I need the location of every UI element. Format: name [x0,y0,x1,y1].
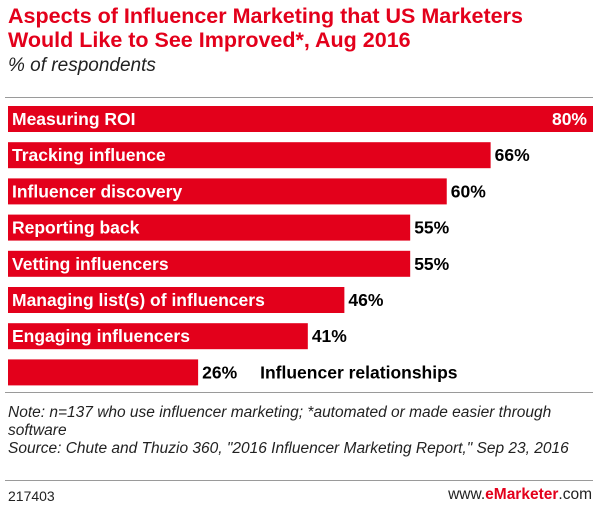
bar-value-2: 60% [451,181,486,201]
bar-5 [8,287,345,313]
bar-value-7: 26% [202,362,237,382]
chart-subtitle: % of respondents [8,55,156,76]
brand-name: eMarketer [485,486,559,503]
bar-label-7: Influencer relationships [260,362,458,382]
bar-label-0: Measuring ROI [12,109,136,129]
bar-1 [8,142,491,169]
bar-label-4: Vetting influencers [12,254,169,274]
footer-divider [5,480,593,481]
bar-label-3: Reporting back [12,218,140,238]
source-text: Source: Chute and Thuzio 360, "2016 Infl… [8,440,569,457]
top-divider [5,97,593,98]
bar-value-1: 66% [495,145,530,165]
bar-3 [8,214,411,241]
chart-id: 217403 [8,488,55,504]
bar-value-5: 46% [348,290,383,310]
brand-suffix: .com [558,486,592,503]
bar-4 [8,250,411,277]
bar-6 [8,323,308,350]
bar-0 [8,106,593,132]
bar-2 [8,178,447,205]
bar-label-5: Managing list(s) of influencers [12,290,265,310]
bar-chart: Measuring ROI 80% Tracking influence 66% Inf… [8,106,593,386]
bar-7 [8,359,199,386]
brand-link[interactable]: www.eMarketer.com [448,486,592,504]
bar-value-0: 80% [552,109,587,129]
bar-value-4: 55% [414,254,449,274]
bottom-divider [5,392,593,393]
bar-value-3: 55% [414,218,449,238]
bar-value-6: 41% [312,326,347,346]
note-text: Note: n=137 who use influencer marketing… [8,404,552,439]
brand-prefix: www. [448,486,486,503]
bar-label-2: Influencer discovery [12,181,182,201]
bar-label-6: Engaging influencers [12,326,190,346]
chart-title: Aspects of Influencer Marketing that US … [8,4,523,52]
bar-label-1: Tracking influence [12,145,166,165]
footnote: Note: n=137 who use influencer marketing… [8,404,593,458]
